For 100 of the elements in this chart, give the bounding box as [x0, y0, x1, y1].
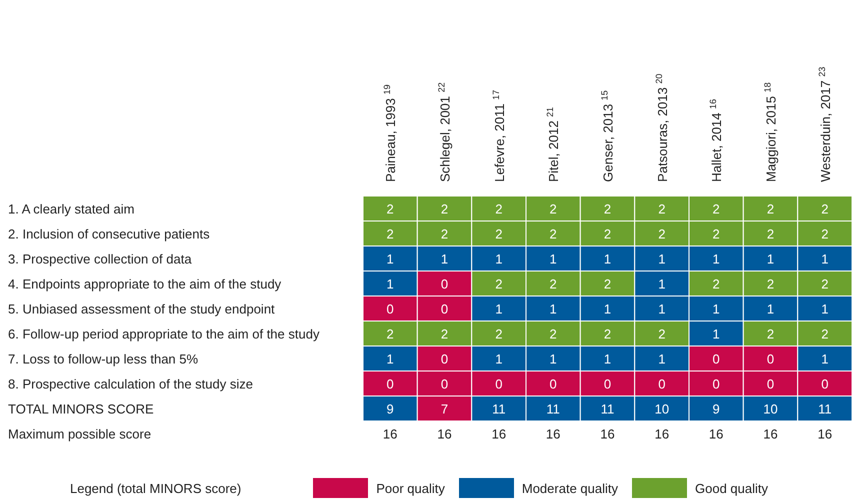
data-label: 16	[492, 426, 506, 442]
data-label: 0	[712, 352, 720, 366]
data-label: 1	[550, 302, 557, 316]
data-label: 0	[440, 352, 448, 366]
data-label: 0	[658, 376, 666, 392]
data-label: 2	[495, 276, 502, 292]
data-label: 2	[604, 326, 612, 342]
data-label: 16	[763, 426, 778, 442]
data-label: 1	[821, 352, 828, 366]
data-label: 0	[495, 376, 502, 392]
data-label: 0	[440, 376, 448, 392]
data-label: 0	[440, 276, 448, 292]
data-label: 11	[546, 402, 560, 416]
data-label: 2	[821, 276, 828, 292]
y-tick-label: 6. Follow-up period appropriate to the aim of the study	[8, 326, 320, 342]
data-label: 2	[386, 226, 394, 242]
data-label: 9	[712, 402, 720, 416]
data-label: 11	[492, 402, 506, 416]
data-label: 2	[766, 326, 774, 342]
data-label: 0	[550, 376, 557, 392]
data-label: 16	[437, 426, 452, 442]
data-label: 1	[386, 352, 394, 366]
data-label: 2	[821, 326, 828, 342]
data-label: 1	[821, 302, 828, 316]
data-label: 1	[495, 352, 502, 366]
data-label: 0	[766, 376, 774, 392]
data-label: 1	[712, 302, 720, 316]
data-label: 16	[708, 426, 724, 442]
data-label: 11	[600, 402, 614, 416]
data-label: 2	[550, 226, 557, 242]
data-label: 10	[654, 402, 670, 416]
legend-title: Legend (total MINORS score)	[70, 480, 242, 496]
data-label: 2	[658, 202, 666, 216]
data-label: 2	[495, 326, 502, 342]
data-label: 9	[386, 402, 394, 416]
data-label: 16	[382, 426, 398, 442]
y-tick-label: Maximum possible score	[8, 426, 152, 442]
data-label: 1	[604, 302, 612, 316]
data-label: 2	[712, 226, 720, 242]
y-tick-label: 3. Prospective collection of data	[8, 252, 192, 266]
y-tick-label: 1. A clearly stated aim	[8, 202, 134, 216]
data-label: 0	[712, 376, 720, 392]
data-label: 2	[386, 202, 394, 216]
data-label: 2	[604, 202, 612, 216]
data-label: 1	[658, 352, 666, 366]
data-label: 2	[604, 276, 612, 292]
data-label: 1	[821, 252, 828, 266]
data-label: 0	[386, 376, 394, 392]
data-label: 0	[821, 376, 828, 392]
category-label: Good quality	[695, 480, 768, 496]
category-label: Moderate quality	[522, 480, 618, 496]
data-label: 2	[440, 326, 448, 342]
data-label: 2	[550, 202, 557, 216]
data-label: 2	[495, 226, 502, 242]
data-label: 0	[766, 352, 774, 366]
data-label: 1	[766, 252, 774, 266]
data-label: 2	[386, 326, 394, 342]
data-label: 1	[658, 276, 666, 292]
y-tick-label: 7. Loss to follow-up less than 5%	[8, 352, 198, 366]
data-label: 0	[386, 302, 394, 316]
data-label: 1	[550, 352, 557, 366]
data-label: 2	[712, 202, 720, 216]
data-label: 2	[550, 326, 557, 342]
data-label: 2	[495, 202, 502, 216]
data-label: 2	[550, 276, 557, 292]
y-tick-label: 8. Prospective calculation of the study size	[8, 376, 253, 392]
data-label: 2	[440, 202, 448, 216]
y-tick-label: 5. Unbiased assessment of the study endpoint	[8, 302, 276, 316]
data-label: 2	[766, 276, 774, 292]
data-label: 2	[821, 226, 828, 242]
data-label: 1	[658, 252, 666, 266]
data-label: 1	[440, 252, 448, 266]
data-label: 1	[550, 252, 557, 266]
data-label: 7	[440, 402, 448, 416]
data-label: 1	[386, 276, 394, 292]
y-tick-label: 2. Inclusion of consecutive patients	[8, 226, 210, 242]
data-label: 2	[658, 226, 666, 242]
data-label: 16	[546, 426, 560, 442]
data-label: 0	[440, 302, 448, 316]
data-label: 1	[386, 252, 394, 266]
data-label: 16	[600, 426, 615, 442]
data-label: 2	[658, 326, 666, 342]
data-label: 16	[818, 426, 832, 442]
data-label: 0	[604, 376, 612, 392]
data-label: 1	[604, 352, 612, 366]
data-label: 2	[712, 276, 720, 292]
data-label: 1	[495, 302, 502, 316]
data-label: 2	[821, 202, 828, 216]
data-label: 1	[712, 252, 720, 266]
y-tick-label: 4. Endpoints appropriate to the aim of the study	[8, 276, 282, 292]
data-label: 2	[440, 226, 448, 242]
data-label: 1	[604, 252, 612, 266]
data-label: 1	[658, 302, 666, 316]
data-label: 10	[763, 402, 778, 416]
data-label: 16	[654, 426, 670, 442]
data-label: 2	[766, 226, 774, 242]
data-label: 2	[604, 226, 612, 242]
category-label: Poor quality	[376, 480, 445, 496]
data-label: 1	[495, 252, 502, 266]
data-label: 2	[766, 202, 774, 216]
